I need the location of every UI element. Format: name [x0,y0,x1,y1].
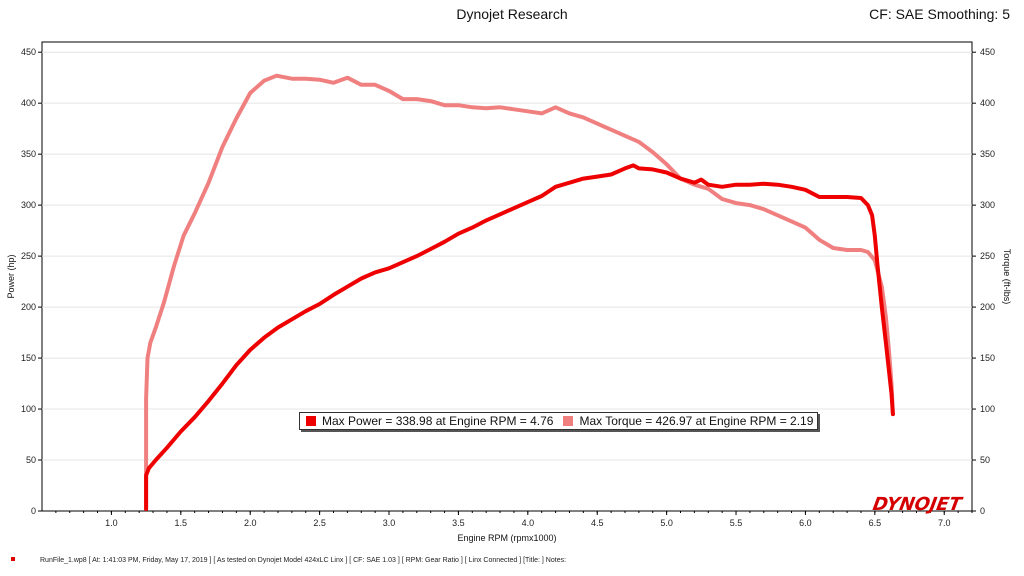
y-tick-label-left: 150 [21,353,36,363]
legend-power: Max Power = 338.98 at Engine RPM = 4.76 [300,414,557,428]
y-tick-label-left: 450 [21,47,36,57]
y-tick-label-right: 450 [980,47,995,57]
x-tick-label: 2.0 [244,518,257,528]
series-line-power [144,163,895,511]
x-tick-label: 1.0 [105,518,118,528]
y-tick-label-right: 50 [980,455,990,465]
y-tick-label-right: 400 [980,98,995,108]
x-tick-label: 3.5 [452,518,465,528]
legend-torque-label: Max Torque = 426.97 at Engine RPM = 2.19 [579,414,814,428]
x-tick-label: 3.0 [383,518,396,528]
x-tick-label: 1.5 [175,518,188,528]
series-line-torque [144,73,895,511]
y-tick-label-left: 0 [31,506,36,516]
x-tick-label: 4.5 [591,518,604,528]
y-tick-label-right: 100 [980,404,995,414]
legend-power-label: Max Power = 338.98 at Engine RPM = 4.76 [322,414,554,428]
x-tick-label: 7.0 [938,518,951,528]
y-tick-label-left: 300 [21,200,36,210]
y-axis-label-right: Torque (ft-lbs) [1002,249,1012,305]
legend-torque: Max Torque = 426.97 at Engine RPM = 2.19 [557,414,817,428]
footer-run-info: RunFile_1.wp8 [ At: 1:41:03 PM, Friday, … [40,557,567,564]
y-tick-label-left: 350 [21,149,36,159]
y-axis-label-left: Power (hp) [6,254,16,298]
x-tick-label: 5.0 [660,518,673,528]
legend-power-swatch [306,416,316,426]
x-tick-label: 6.5 [869,518,882,528]
x-tick-label: 5.5 [730,518,743,528]
y-tick-label-left: 200 [21,302,36,312]
legend-torque-swatch [563,416,574,426]
y-tick-label-right: 250 [980,251,995,261]
y-tick-label-left: 50 [26,455,36,465]
y-tick-label-right: 0 [980,506,985,516]
y-tick-label-left: 250 [21,251,36,261]
page-title: Dynojet Research [456,6,568,22]
y-tick-label-right: 300 [980,200,995,210]
legend: Max Power = 338.98 at Engine RPM = 4.76 … [299,412,819,430]
y-tick-label-right: 150 [980,353,995,363]
x-tick-label: 6.0 [799,518,812,528]
y-tick-label-left: 100 [21,404,36,414]
x-tick-label: 2.5 [313,518,326,528]
footer-marker-icon [11,557,15,561]
x-tick-label: 4.0 [522,518,535,528]
header-info: CF: SAE Smoothing: 5 [869,6,1010,22]
y-tick-label-left: 400 [21,98,36,108]
plot-area [41,41,973,512]
y-tick-label-right: 350 [980,149,995,159]
y-tick-label-right: 200 [980,302,995,312]
x-axis-label: Engine RPM (rpmx1000) [457,533,556,543]
dynojet-logo: DYNOJET [871,494,964,515]
